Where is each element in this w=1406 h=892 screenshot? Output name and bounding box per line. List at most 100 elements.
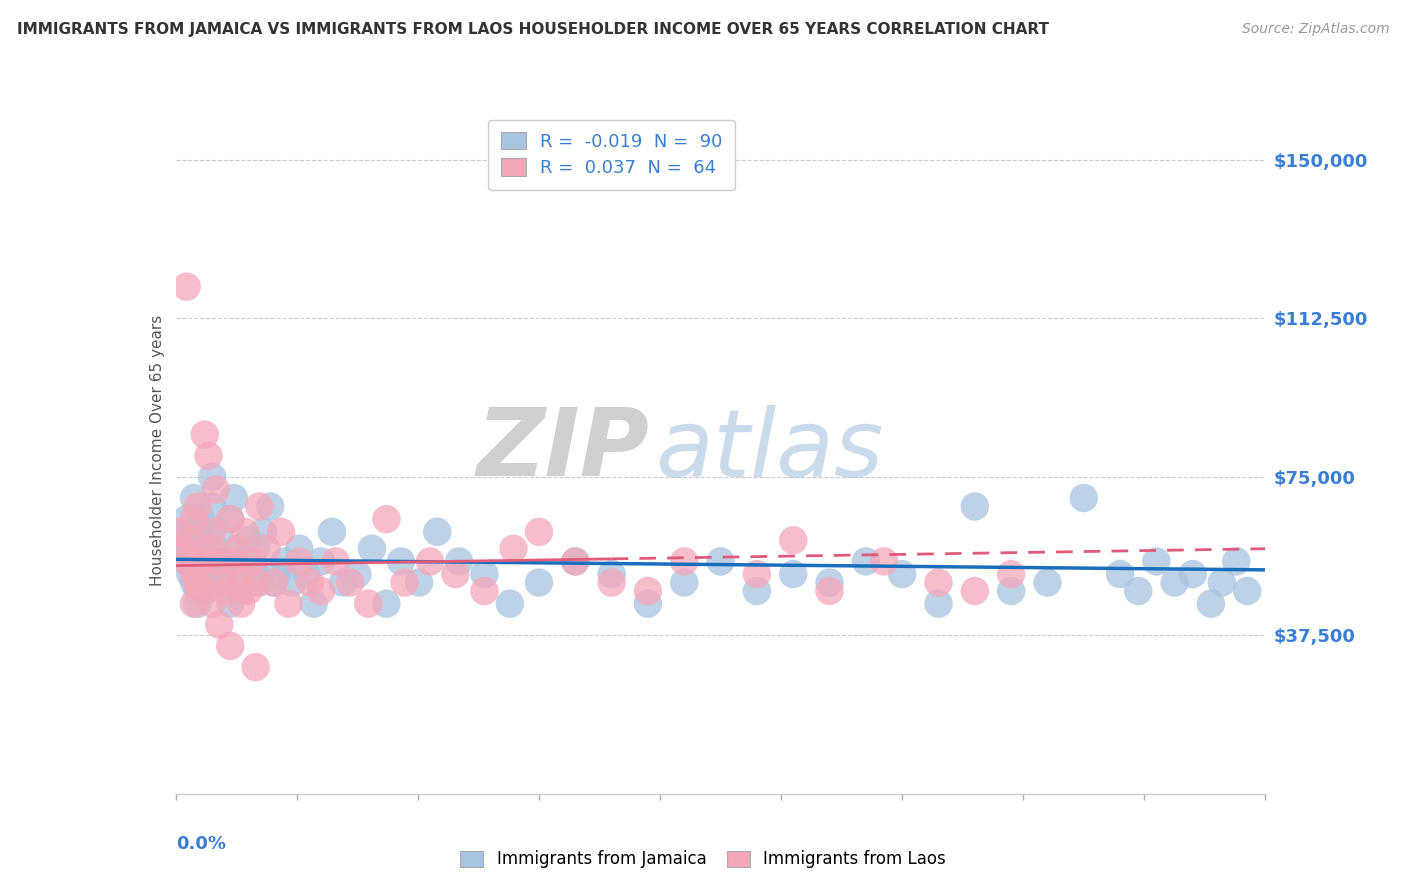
Point (637, 584, 659, 599)
Point (855, 554, 877, 568)
Point (183, 597, 205, 611)
Point (176, 512, 198, 526)
Point (444, 567, 467, 582)
Point (212, 575, 235, 590)
Point (186, 500, 209, 514)
Point (197, 449, 219, 463)
Point (208, 524, 231, 539)
Legend: R =  -0.019  N =  90, R =  0.037  N =  64: R = -0.019 N = 90, R = 0.037 N = 64 (488, 120, 735, 190)
Point (219, 512, 242, 526)
Point (673, 575, 696, 590)
Point (1073, 491, 1095, 505)
Point (564, 554, 586, 568)
Point (1000, 567, 1022, 582)
Point (240, 554, 263, 568)
Point (375, 597, 398, 611)
Text: 0.0%: 0.0% (176, 835, 226, 853)
Point (600, 575, 623, 590)
Point (332, 575, 354, 590)
Point (201, 470, 224, 484)
Point (172, 533, 194, 548)
Point (183, 554, 205, 568)
Point (389, 554, 412, 568)
Point (447, 554, 470, 568)
Point (222, 554, 245, 568)
Point (231, 567, 253, 582)
Point (208, 575, 231, 590)
Point (186, 597, 209, 611)
Point (277, 597, 299, 611)
Point (1163, 575, 1185, 590)
Point (240, 554, 263, 568)
Point (204, 554, 226, 568)
Point (194, 554, 217, 568)
Point (1211, 575, 1233, 590)
Point (1181, 567, 1204, 582)
Point (190, 575, 212, 590)
Point (1146, 554, 1168, 568)
Point (1000, 584, 1022, 599)
Point (226, 541, 249, 556)
Point (194, 584, 217, 599)
Point (183, 575, 205, 590)
Point (527, 524, 550, 539)
Point (231, 597, 253, 611)
Point (186, 575, 209, 590)
Point (419, 554, 441, 568)
Point (252, 524, 274, 539)
Point (183, 567, 205, 582)
Point (186, 541, 209, 556)
Point (818, 584, 841, 599)
Point (201, 524, 224, 539)
Point (502, 541, 524, 556)
Point (176, 554, 198, 568)
Text: IMMIGRANTS FROM JAMAICA VS IMMIGRANTS FROM LAOS HOUSEHOLDER INCOME OVER 65 YEARS: IMMIGRANTS FROM JAMAICA VS IMMIGRANTS FR… (17, 22, 1049, 37)
Point (1109, 567, 1132, 582)
Point (1225, 554, 1247, 568)
Point (226, 541, 249, 556)
Point (263, 575, 285, 590)
Point (172, 541, 194, 556)
Point (873, 554, 896, 568)
Point (325, 554, 347, 568)
Point (172, 541, 194, 556)
Point (299, 575, 322, 590)
Point (219, 597, 242, 611)
Point (270, 524, 292, 539)
Point (245, 567, 267, 582)
Point (408, 575, 430, 590)
Point (201, 554, 224, 568)
Point (190, 512, 212, 526)
Point (247, 500, 270, 514)
Point (710, 554, 733, 568)
Point (219, 639, 242, 653)
Point (745, 567, 768, 582)
Point (474, 567, 496, 582)
Point (745, 584, 768, 599)
Text: atlas: atlas (655, 405, 883, 496)
Point (231, 584, 253, 599)
Point (215, 554, 238, 568)
Point (1236, 584, 1258, 599)
Point (197, 524, 219, 539)
Point (197, 567, 219, 582)
Point (256, 541, 278, 556)
Point (194, 427, 217, 442)
Point (394, 575, 416, 590)
Point (891, 567, 914, 582)
Point (245, 541, 267, 556)
Point (238, 533, 260, 548)
Point (208, 617, 231, 632)
Point (222, 491, 245, 505)
Point (928, 575, 950, 590)
Point (215, 584, 238, 599)
Point (238, 584, 260, 599)
Point (186, 524, 209, 539)
Point (637, 597, 659, 611)
Point (474, 584, 496, 599)
Point (233, 554, 256, 568)
Point (295, 567, 318, 582)
Point (169, 524, 191, 539)
Point (233, 524, 256, 539)
Point (212, 567, 235, 582)
